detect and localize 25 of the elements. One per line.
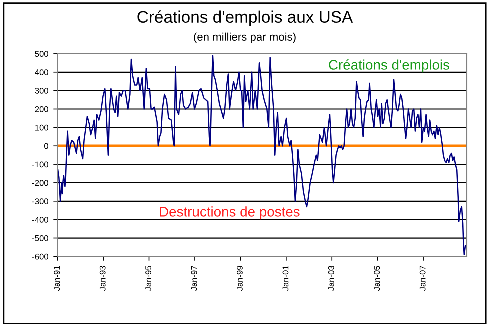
chart-subtitle: (en milliers par mois) bbox=[194, 32, 296, 44]
y-tick-label: 0 bbox=[44, 143, 48, 150]
x-tick-label: Jan-01 bbox=[282, 266, 289, 292]
y-tick-label: -500 bbox=[32, 235, 48, 242]
x-tick-label: Jan-97 bbox=[191, 266, 198, 292]
y-tick-label: -400 bbox=[32, 217, 48, 223]
x-tick-label: Jan-99 bbox=[237, 266, 243, 292]
x-tick-label: Jan-05 bbox=[374, 266, 380, 292]
y-tick-label: -300 bbox=[32, 198, 48, 205]
y-tick-label: -600 bbox=[32, 254, 48, 260]
chart-title: Créations d'emplois aux USA bbox=[138, 10, 354, 26]
y-tick-label: -200 bbox=[32, 180, 48, 186]
y-tick-label: 400 bbox=[35, 70, 48, 76]
annotation: Créations d'emplois bbox=[329, 60, 450, 73]
x-tick-label: Jan-91 bbox=[54, 266, 60, 292]
y-tick-label: 300 bbox=[35, 88, 48, 94]
x-tick-label: Jan-95 bbox=[146, 266, 152, 292]
annotation: Destructions de postes bbox=[160, 206, 300, 220]
x-tick-label: Jan-07 bbox=[420, 266, 426, 292]
y-tick-label: 500 bbox=[35, 51, 48, 58]
y-tick-label: -100 bbox=[32, 162, 48, 168]
x-tick-label: Jan-93 bbox=[100, 266, 106, 292]
y-tick-label: 200 bbox=[35, 106, 48, 112]
y-tick-label: 100 bbox=[36, 124, 48, 131]
x-tick-label: Jan-03 bbox=[328, 266, 334, 292]
